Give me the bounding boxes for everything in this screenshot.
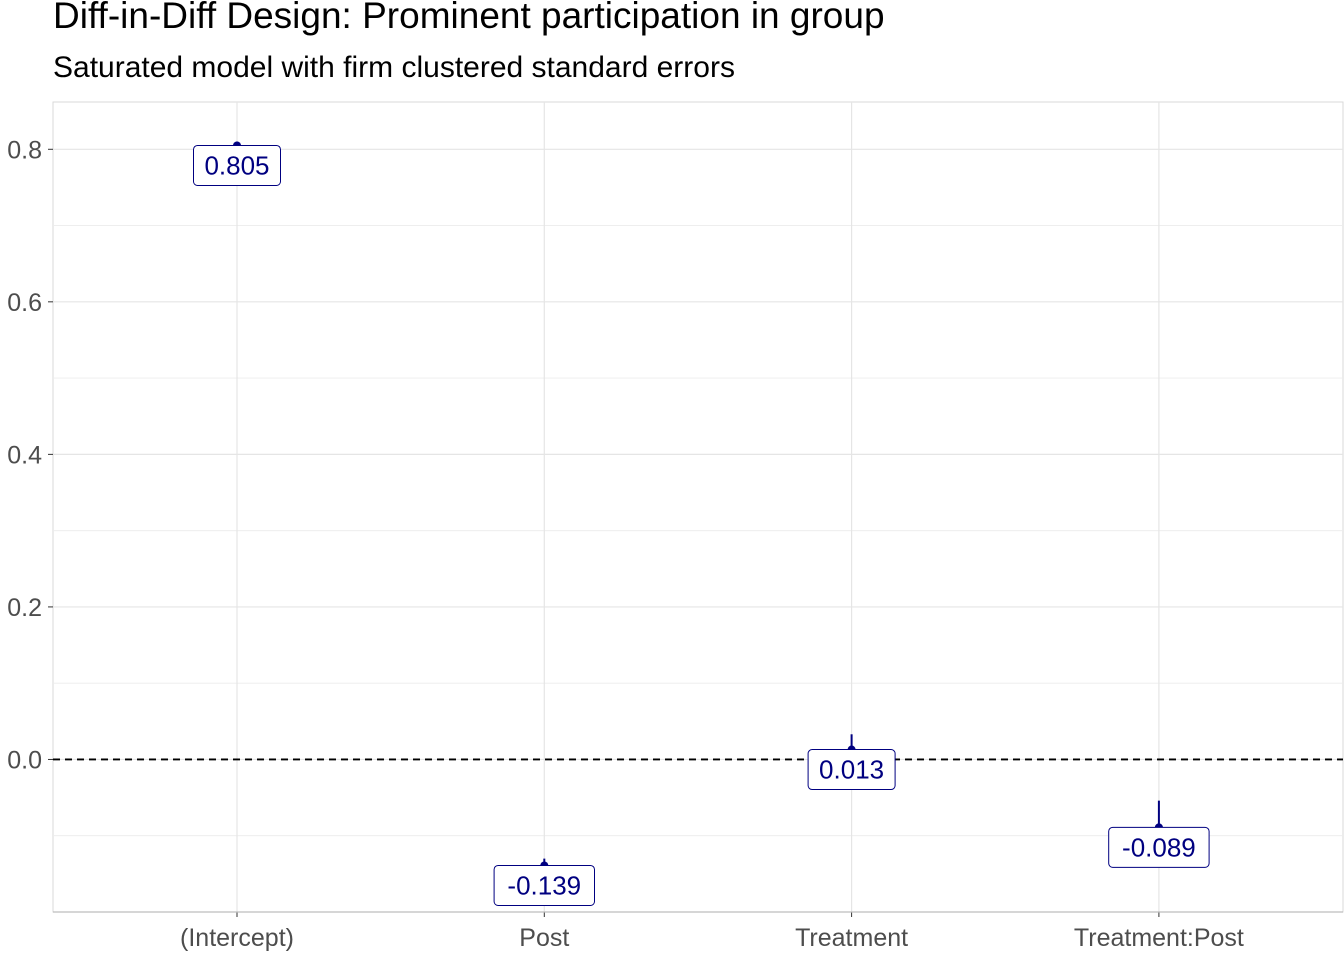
y-tick-label-0: 0.0: [7, 746, 42, 774]
chart-subtitle: Saturated model with firm clustered stan…: [53, 51, 735, 84]
value-label-3: -0.089: [1122, 832, 1196, 862]
chart-title: Diff-in-Diff Design: Prominent participa…: [53, 0, 885, 36]
grid-layer: [52, 101, 1344, 913]
y-tick-label-3: 0.6: [7, 289, 42, 317]
label-layer: 0.805 -0.139 0.013 -0.089: [193, 144, 1210, 906]
y-tick-label-4: 0.8: [7, 136, 42, 164]
panel-border: [52, 101, 1344, 913]
value-label-1: -0.139: [507, 870, 581, 900]
value-label-box-3: [1108, 826, 1210, 868]
y-tick-label-2: 0.4: [7, 441, 42, 469]
x-tick-label-2: Treatment: [795, 924, 908, 952]
value-label-box-2: [807, 749, 896, 791]
value-label-0: 0.805: [204, 150, 269, 180]
mark-layer: [53, 141, 1343, 872]
value-label-box-0: [193, 144, 281, 186]
x-tick-label-0: (Intercept): [180, 924, 294, 952]
x-tick-label-3: Treatment:Post: [1074, 924, 1244, 952]
y-tick-label-1: 0.2: [7, 594, 42, 622]
value-label-2: 0.013: [819, 755, 884, 785]
axis-layer: 0.0 0.2 0.4 0.6 0.8 (Intercept) Post Treatment T…: [7, 136, 1343, 952]
x-tick-label-1: Post: [519, 924, 569, 952]
value-label-box-1: [493, 864, 596, 906]
